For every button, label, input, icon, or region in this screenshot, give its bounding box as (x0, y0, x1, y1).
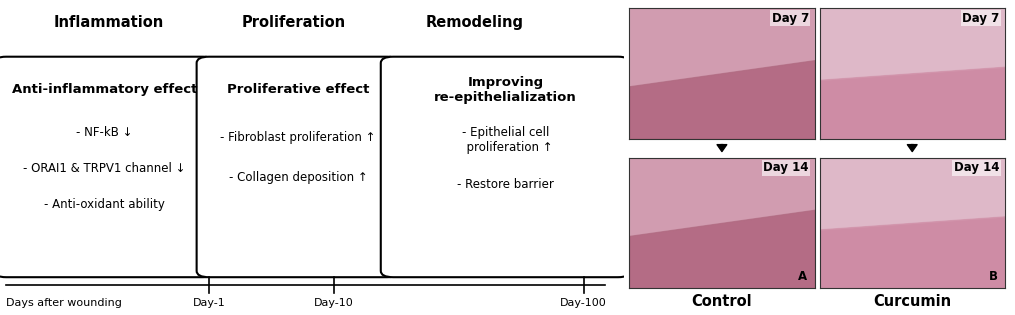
Text: Day-100: Day-100 (560, 298, 607, 308)
FancyBboxPatch shape (381, 57, 630, 277)
Text: Improving
re-epithelialization: Improving re-epithelialization (434, 76, 577, 104)
Text: - Fibroblast proliferation ↑: - Fibroblast proliferation ↑ (220, 130, 376, 144)
Text: Inflammation: Inflammation (54, 14, 164, 30)
Text: Anti-inflammatory effect: Anti-inflammatory effect (12, 83, 197, 96)
Text: - ORAI1 & TRPV1 channel ↓: - ORAI1 & TRPV1 channel ↓ (23, 162, 186, 175)
Polygon shape (6, 93, 621, 222)
Text: Day-10: Day-10 (314, 298, 354, 308)
Text: - Restore barrier: - Restore barrier (457, 178, 554, 191)
Text: A: A (798, 270, 807, 283)
Text: Day-1: Day-1 (193, 298, 225, 308)
Text: - NF-kB ↓: - NF-kB ↓ (76, 126, 133, 139)
Text: Day 7: Day 7 (771, 12, 809, 25)
Text: Days after wounding: Days after wounding (6, 298, 122, 308)
Text: - Anti-oxidant ability: - Anti-oxidant ability (44, 198, 165, 211)
Text: B: B (989, 270, 998, 283)
Text: Proliferative effect: Proliferative effect (227, 83, 369, 96)
Text: - Epithelial cell
  proliferation ↑: - Epithelial cell proliferation ↑ (459, 126, 552, 154)
Text: Curcumin: Curcumin (873, 294, 951, 309)
Text: Proliferation: Proliferation (242, 14, 345, 30)
Text: Day 7: Day 7 (962, 12, 1000, 25)
Text: - Collagen deposition ↑: - Collagen deposition ↑ (228, 171, 367, 185)
Text: Remodeling: Remodeling (425, 14, 524, 30)
FancyBboxPatch shape (0, 57, 215, 277)
Text: Day 14: Day 14 (763, 161, 809, 175)
Text: Day 14: Day 14 (954, 161, 1000, 175)
FancyBboxPatch shape (197, 57, 400, 277)
Text: Control: Control (691, 294, 752, 309)
